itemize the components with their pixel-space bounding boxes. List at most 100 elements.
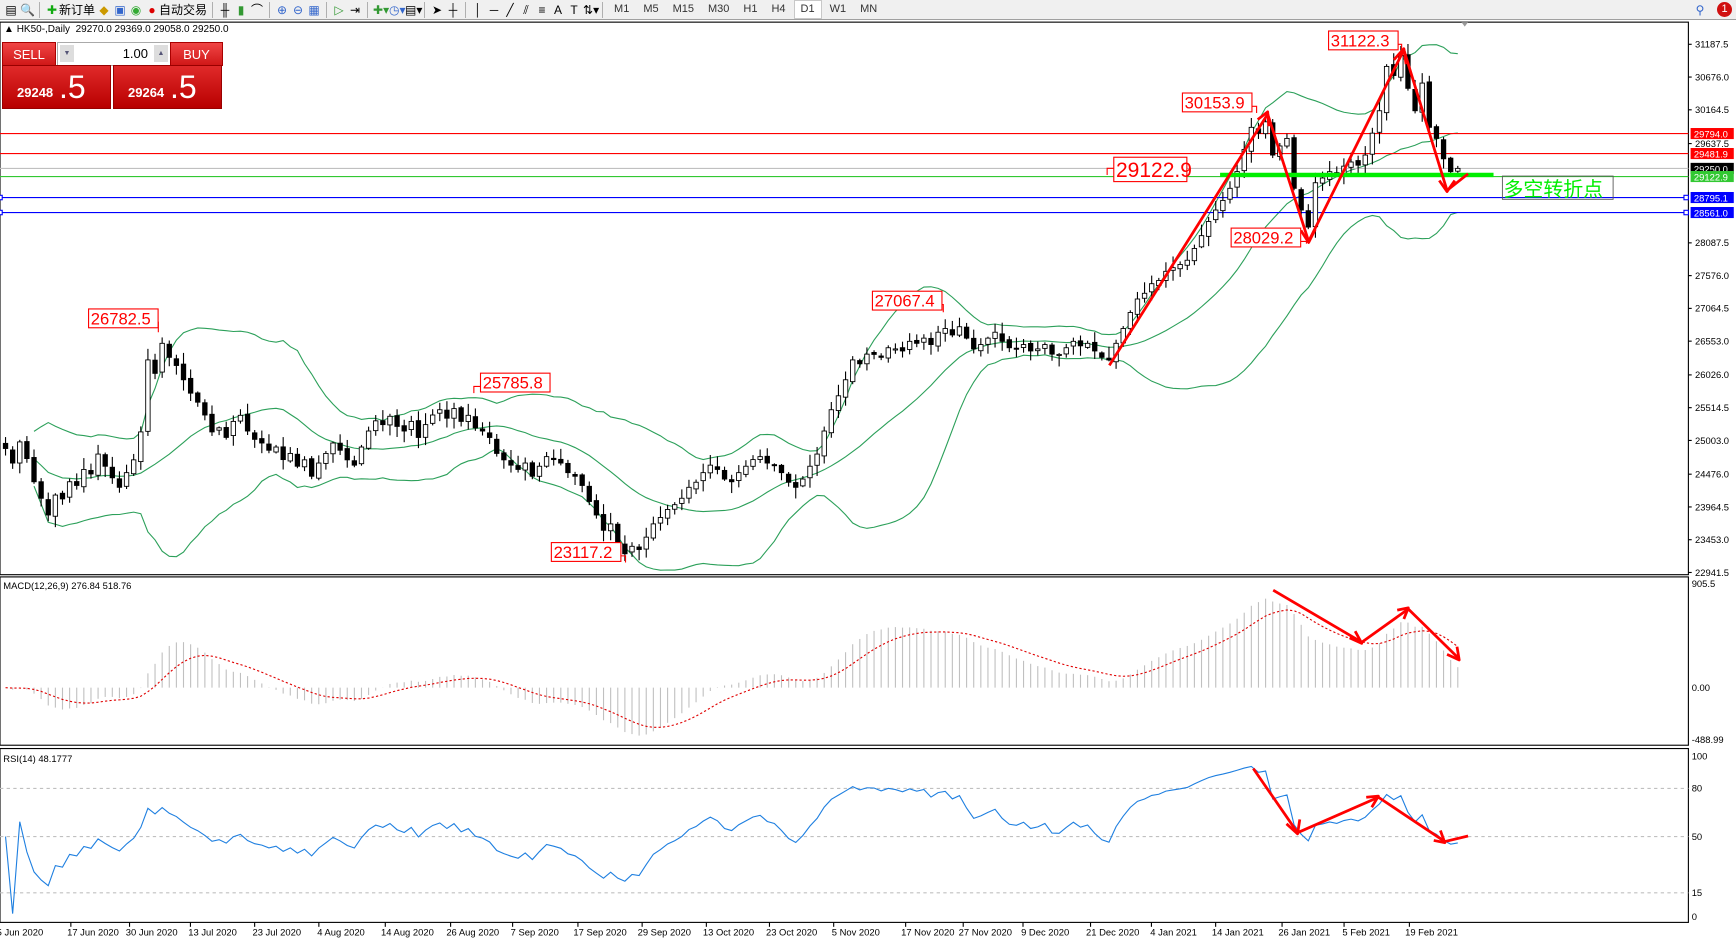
- auto-trading-button[interactable]: ● 自动交易: [145, 1, 207, 18]
- price-axis-label: 30164.5: [1695, 104, 1729, 115]
- macd-axis-label: 905.5: [1692, 578, 1716, 589]
- candle-body: [131, 459, 137, 475]
- candle: [629, 542, 635, 557]
- candle: [31, 449, 37, 484]
- candle-body: [2, 442, 9, 449]
- candle-body: [173, 358, 180, 366]
- scroll-marker-icon[interactable]: [1461, 22, 1469, 27]
- candle-body: [266, 443, 272, 451]
- volume-field[interactable]: ▼ 1.00 ▲: [57, 42, 171, 66]
- indicators-icon[interactable]: ✚▾: [373, 2, 390, 17]
- separator: [424, 1, 426, 18]
- candle: [586, 481, 592, 506]
- date-axis-label: 4 Jan 2021: [1150, 927, 1197, 938]
- tile-windows-icon[interactable]: ▦: [308, 2, 320, 17]
- arrowhead-icon: [1256, 47, 1456, 244]
- buy-button[interactable]: BUY: [170, 42, 223, 66]
- cursor-icon[interactable]: ➤: [432, 2, 443, 17]
- price-axis-label: 27064.5: [1695, 303, 1729, 314]
- text-label-icon[interactable]: T: [570, 2, 578, 17]
- candle-body: [1191, 248, 1198, 262]
- candle: [928, 332, 934, 355]
- price-label-leader: [1300, 240, 1307, 244]
- sell-price-box[interactable]: 29248 .5: [2, 65, 111, 109]
- candle: [437, 402, 443, 422]
- candle-body: [664, 509, 671, 519]
- candle-body: [515, 465, 521, 470]
- candle-body: [166, 343, 172, 358]
- candle: [138, 426, 144, 470]
- timeframe-mn[interactable]: MN: [860, 3, 878, 15]
- candle-body: [123, 472, 130, 487]
- timeframe-m1[interactable]: M1: [614, 3, 630, 15]
- zoom-in-icon[interactable]: ⊕: [277, 2, 288, 17]
- line-chart-icon[interactable]: ⌒: [251, 2, 264, 17]
- candle: [729, 474, 735, 494]
- candle-body: [316, 462, 322, 479]
- text-icon[interactable]: A: [554, 2, 563, 17]
- chart-shift-icon[interactable]: ⇥: [350, 2, 361, 17]
- bar-chart-icon[interactable]: ╫: [220, 2, 230, 17]
- new-order-button[interactable]: ✚ 新订单: [45, 1, 95, 18]
- candlestick-icon[interactable]: ▮: [237, 2, 245, 17]
- collapse-icon[interactable]: ▲: [4, 24, 17, 35]
- candle: [956, 317, 963, 338]
- candle-body: [66, 481, 73, 498]
- sell-button[interactable]: SELL: [2, 42, 56, 66]
- price-label-text: 30153.9: [1185, 94, 1245, 113]
- channel-icon[interactable]: ⫽: [523, 2, 529, 17]
- periods-icon[interactable]: ◷▾: [389, 2, 406, 17]
- timeframe-h1[interactable]: H1: [743, 3, 758, 15]
- vertical-line-icon[interactable]: │: [474, 2, 482, 17]
- sell-price-fraction: .5: [59, 69, 86, 105]
- price-axis-label: 30676.0: [1695, 71, 1729, 82]
- volume-up-icon[interactable]: ▲: [154, 45, 168, 62]
- candle: [864, 347, 870, 371]
- notification-badge[interactable]: 1: [1717, 2, 1732, 17]
- templates-icon[interactable]: ▤▾: [405, 2, 423, 17]
- candle-body: [1020, 344, 1027, 348]
- zoom-out-icon[interactable]: ⊖: [293, 2, 304, 17]
- candle: [2, 437, 9, 456]
- autoscroll-icon[interactable]: ▷: [334, 2, 344, 17]
- fibonacci-icon[interactable]: ≡: [538, 2, 546, 17]
- timeframe-m30[interactable]: M30: [708, 3, 730, 15]
- candle: [280, 437, 286, 470]
- candle-body: [1348, 161, 1354, 168]
- timeframe-d1[interactable]: D1: [793, 0, 822, 19]
- volume-down-icon[interactable]: ▼: [60, 45, 74, 62]
- candle-body: [629, 545, 635, 553]
- signals-icon[interactable]: ◉: [130, 2, 142, 17]
- trendline-icon[interactable]: ╱: [506, 2, 514, 17]
- candle: [664, 504, 671, 526]
- candle: [109, 456, 115, 484]
- candle-body: [842, 379, 849, 398]
- price-label-box: [1113, 156, 1188, 183]
- document-icon[interactable]: ▤: [5, 2, 17, 17]
- candle-body: [622, 543, 628, 555]
- horizontal-line-icon[interactable]: ─: [489, 2, 499, 17]
- candle-body: [657, 517, 664, 524]
- search-icon[interactable]: ⚲: [1695, 2, 1705, 17]
- history-icon[interactable]: ▣: [114, 2, 126, 17]
- price-label-box: [871, 290, 943, 311]
- timeframe-h4[interactable]: H4: [771, 3, 786, 15]
- candle: [244, 403, 251, 436]
- buy-price-box[interactable]: 29264 .5: [113, 65, 222, 109]
- metaeditor-icon[interactable]: ◆: [99, 2, 109, 17]
- candle-body: [351, 460, 358, 466]
- price-label-text: 25785.8: [483, 374, 543, 393]
- price-label: 30153.9: [1181, 92, 1258, 113]
- timeframe-w1[interactable]: W1: [829, 3, 847, 15]
- arrows-icon[interactable]: ⇅▾: [583, 2, 600, 17]
- zoom-icon[interactable]: 🔍: [20, 2, 35, 17]
- price-label-text: 27067.4: [875, 292, 935, 311]
- timeframe-m15[interactable]: M15: [672, 3, 694, 15]
- timeframe-m5[interactable]: M5: [643, 3, 659, 15]
- candle: [24, 436, 30, 463]
- candle-body: [109, 466, 115, 479]
- crosshair-icon[interactable]: ┼: [448, 2, 458, 17]
- volume-value[interactable]: 1.00: [122, 46, 148, 61]
- candle: [529, 460, 535, 480]
